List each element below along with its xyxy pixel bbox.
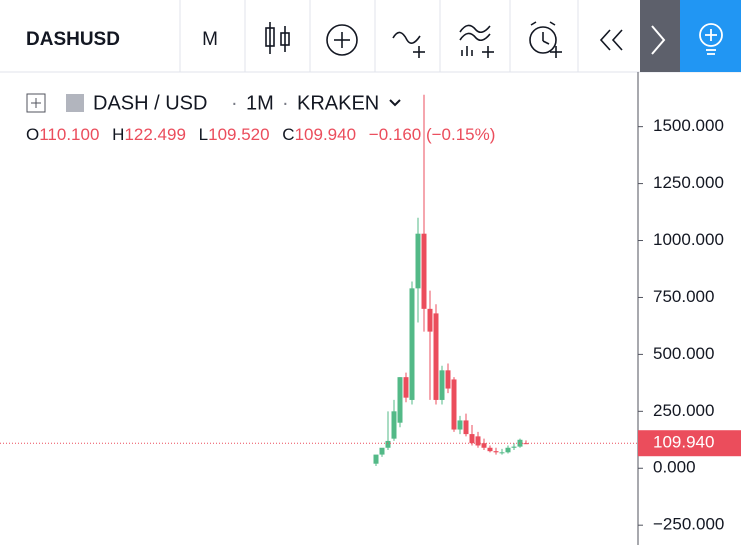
candle-body [427, 308, 433, 332]
ohlc-value: 109.940 [295, 125, 356, 144]
legend: DASH / USD · 1M · KRAKEN O110.100 H122.4… [26, 92, 495, 144]
ohlc-values: O110.100 H122.499 L109.520 C109.940 −0.1… [26, 125, 495, 144]
ohlc-value: 122.499 [124, 125, 185, 144]
candle-body [409, 288, 415, 400]
ohlc-value: 109.520 [208, 125, 269, 144]
toolbar: DASHUSD M [0, 0, 741, 73]
plot: −250.000 0.000 250.000 500.000 750.000 1000.0… [0, 94, 741, 534]
candle-body [481, 443, 487, 448]
dropdown-icon[interactable] [389, 99, 401, 107]
candle-body [457, 420, 463, 430]
y-tick-label: 250.000 [653, 401, 714, 420]
legend-sep: · [231, 92, 238, 114]
legend-pair[interactable]: DASH / USD [93, 92, 207, 114]
candle-body [487, 447, 493, 452]
ohlc-key: H [112, 125, 124, 144]
y-tick-label: 1500.000 [653, 116, 724, 135]
last-price-label: 109.940 [653, 433, 714, 452]
templates-button[interactable] [459, 24, 494, 58]
chart-type-button[interactable] [265, 22, 290, 54]
legend-exchange: KRAKEN [297, 92, 379, 114]
candle-body [421, 233, 427, 309]
candle-body [469, 434, 475, 444]
candle-body [403, 377, 409, 398]
alert-button[interactable] [529, 21, 562, 58]
legend-interval: 1M [246, 92, 274, 114]
candle-body [511, 446, 517, 448]
y-tick-label: 1250.000 [653, 173, 724, 192]
y-tick-label: −250.000 [653, 515, 724, 534]
candle-body [373, 454, 379, 464]
symbol-button[interactable]: DASHUSD [26, 29, 120, 50]
bulb-icon [699, 23, 723, 55]
last-price-box [638, 430, 741, 457]
candle-body [463, 420, 469, 435]
candle-body [397, 377, 403, 423]
candle-body [415, 233, 421, 289]
y-tick-label: 1000.000 [653, 230, 724, 249]
candle-body [505, 447, 511, 453]
indicators-button[interactable] [392, 31, 425, 58]
candle-body [385, 440, 391, 448]
candle-body [379, 447, 385, 455]
candle-body [445, 370, 451, 389]
candle-body [451, 379, 457, 430]
legend-sep: · [282, 92, 289, 114]
compare-button[interactable] [326, 24, 358, 56]
ohlc-key: L [199, 125, 208, 144]
candle-body [493, 451, 499, 453]
y-tick-label: 500.000 [653, 344, 714, 363]
ohlc-change: −0.160 (−0.15%) [369, 125, 496, 144]
candle-body [475, 436, 481, 446]
ohlc-value: 110.100 [39, 125, 99, 144]
candle-body [433, 313, 439, 400]
candle-body [499, 452, 505, 454]
candle-body [391, 411, 397, 439]
ohlc-key: C [282, 125, 294, 144]
interval-button[interactable]: M [202, 29, 218, 50]
y-tick-label: 750.000 [653, 287, 714, 306]
y-tick-label: 0.000 [653, 458, 696, 477]
chevron-icon [651, 25, 666, 55]
expand-icon[interactable] [26, 93, 46, 113]
candle-body [439, 370, 445, 400]
ohlc-key: O [26, 125, 39, 144]
replay-button[interactable] [599, 29, 623, 51]
symbol-icon [66, 94, 84, 112]
